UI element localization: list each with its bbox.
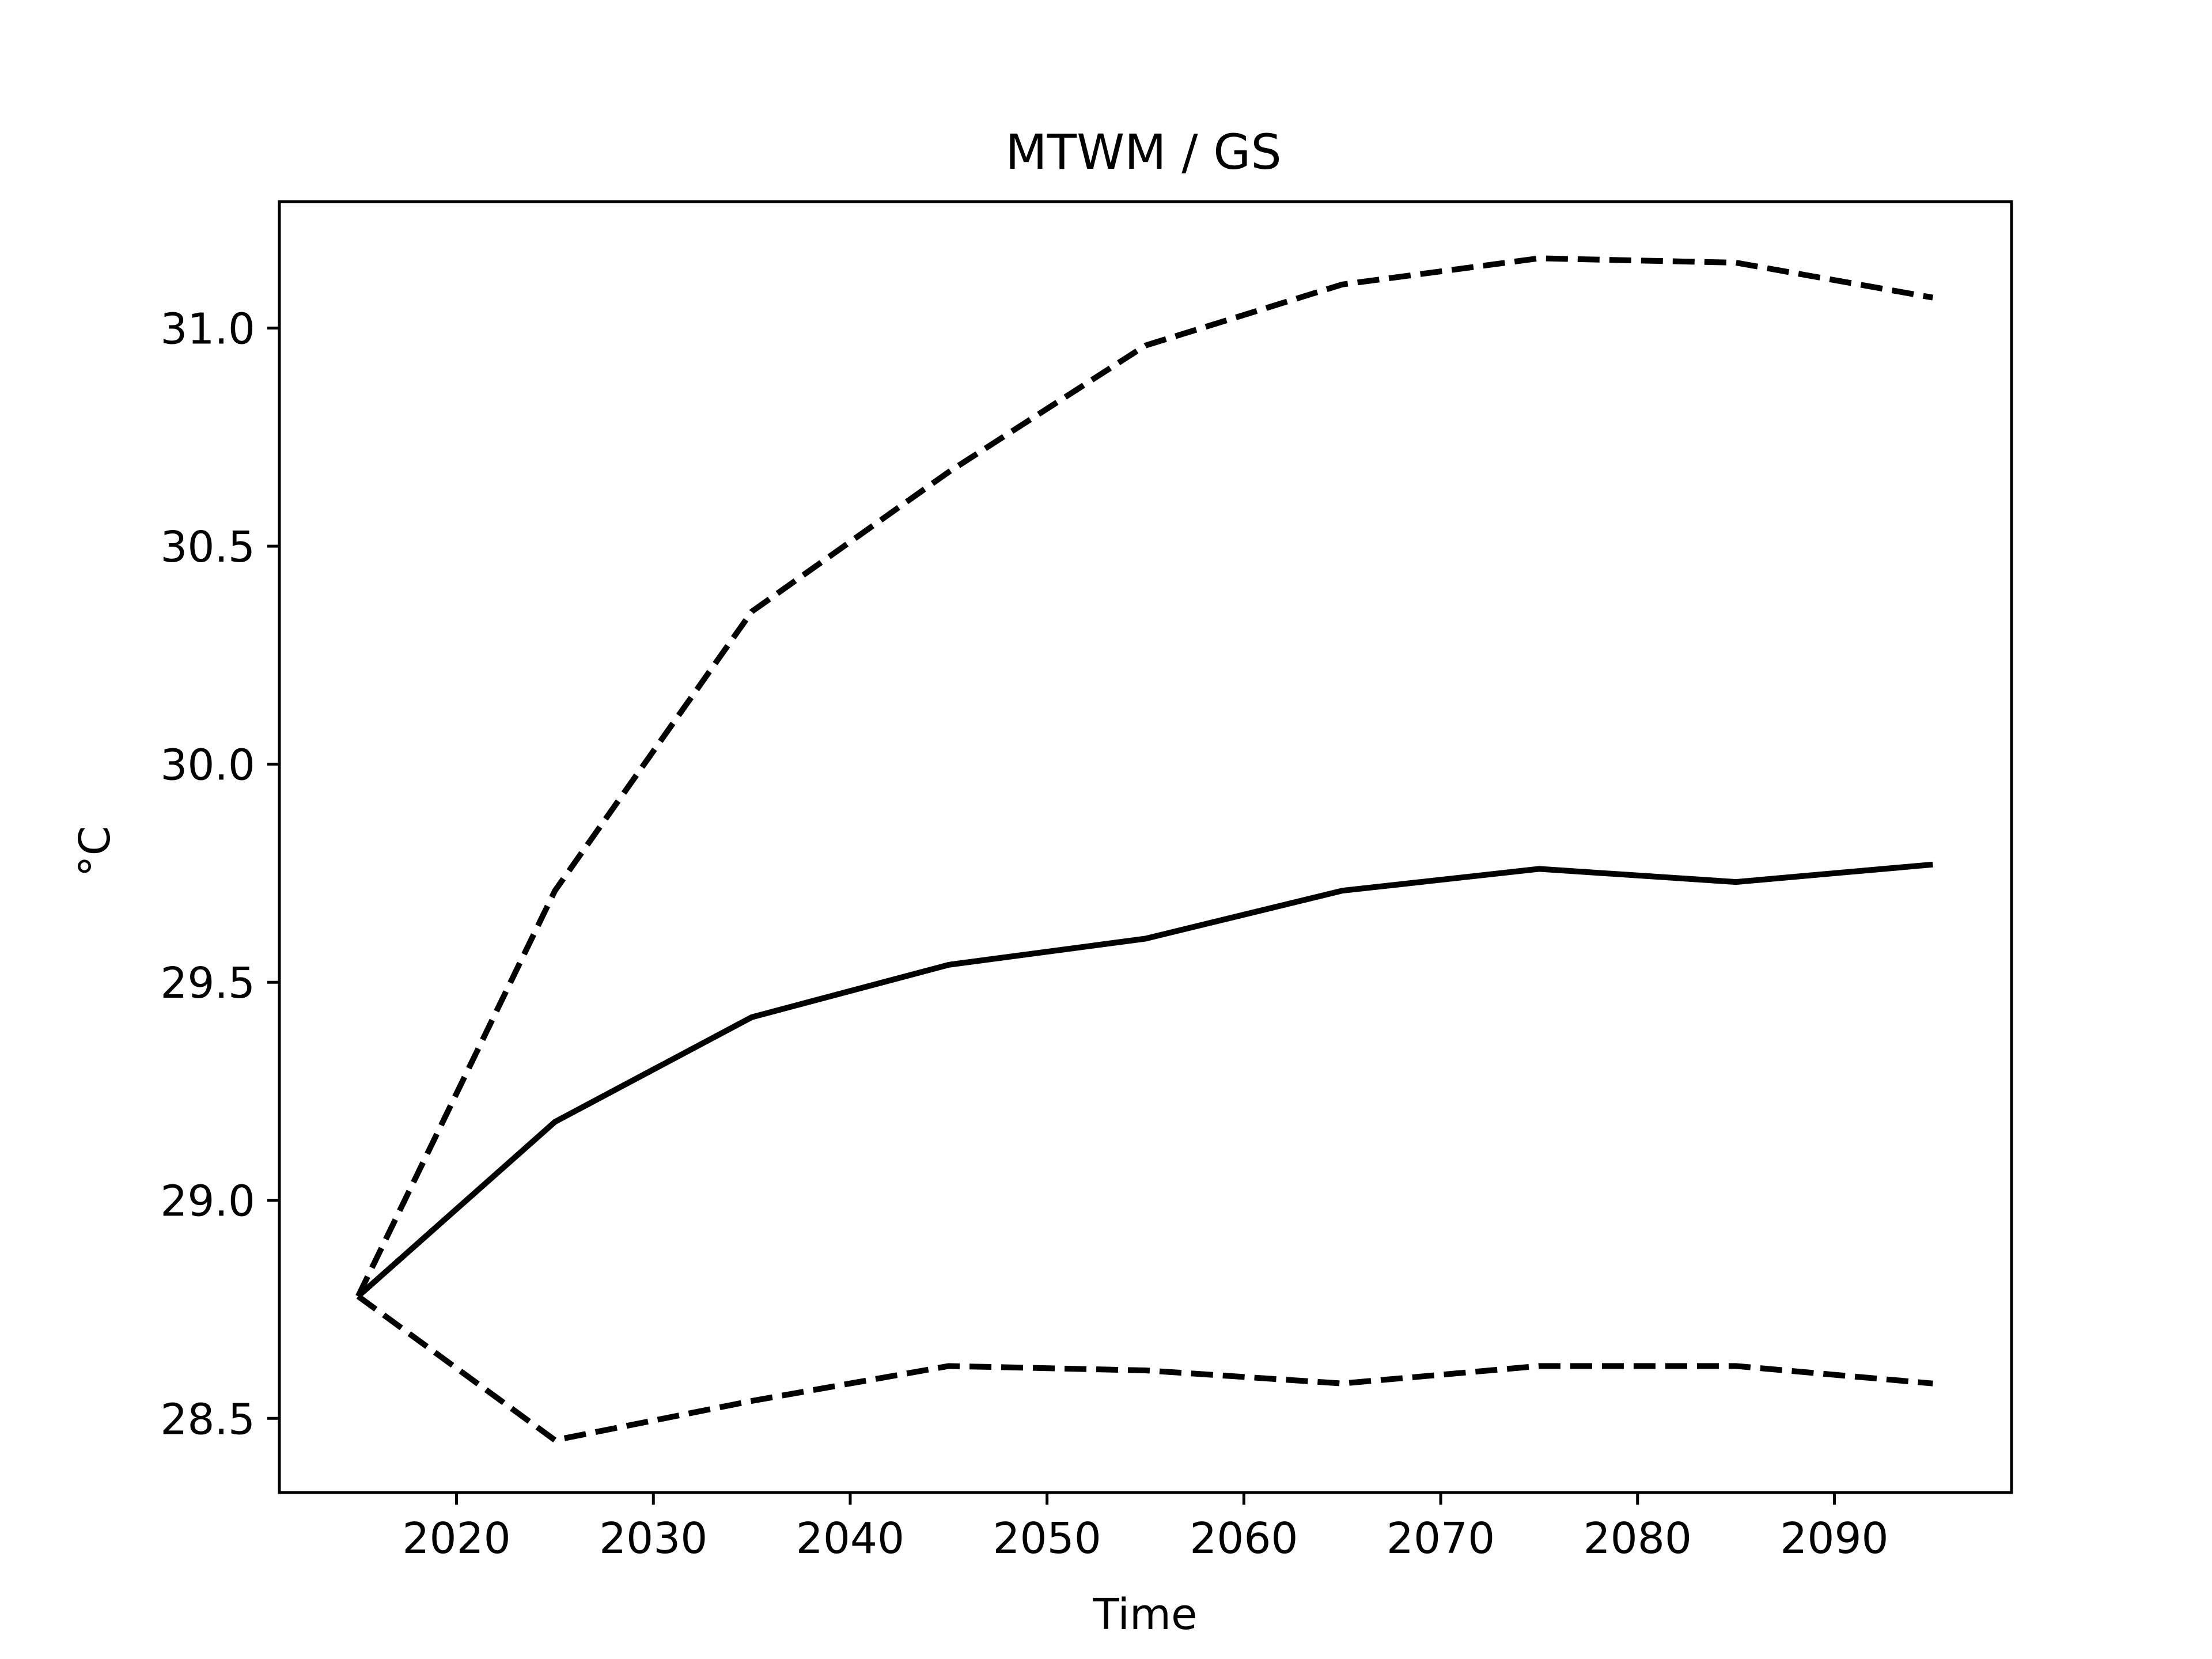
x-tick-label: 2080 [1584,1514,1692,1563]
series-line-2 [355,255,1934,1298]
y-tick-label: 29.5 [160,959,255,1008]
x-tick-label: 2090 [1780,1514,1888,1563]
y-tick-label: 28.5 [160,1395,255,1444]
y-tick-label: 30.5 [160,522,255,572]
x-tick-label: 2070 [1387,1514,1495,1563]
x-tick-label: 2020 [402,1514,510,1563]
y-axis: 28.5 29.0 29.5 30.0 30.5 31.0 [160,305,279,1444]
chart-title: MTWM / GS [1005,124,1281,180]
plot-area [355,255,1934,1444]
y-axis-label: °C [70,826,120,877]
series-line-1 [356,861,1933,1299]
y-tick-label: 31.0 [160,305,255,354]
x-axis-label: Time [1092,1590,1197,1639]
x-tick-label: 2030 [599,1514,707,1563]
x-tick-label: 2050 [993,1514,1101,1563]
x-tick-label: 2040 [796,1514,904,1563]
plot-frame [278,200,2013,1494]
y-tick-label: 30.0 [160,741,255,790]
x-tick-label: 2060 [1190,1514,1298,1563]
x-axis: 2020 2030 2040 2050 2060 2070 2080 2090 [402,1493,1889,1563]
y-tick-label: 29.0 [160,1177,255,1226]
series-line-3 [356,1294,1933,1444]
